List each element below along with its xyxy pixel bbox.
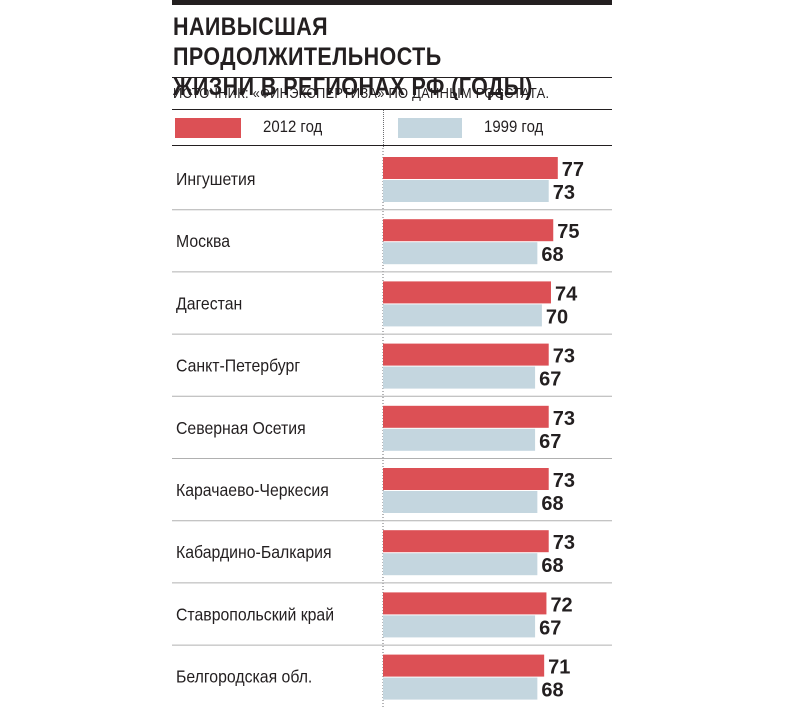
bar-2012 [383,281,551,304]
legend-label-1999: 1999 год [484,117,544,136]
value-label-2012: 73 [553,470,575,492]
value-label-1999: 68 [541,493,563,515]
value-label-1999: 73 [553,182,575,204]
value-label-2012: 73 [553,408,575,430]
legend-swatch-1999 [398,118,462,138]
bar-2012 [383,592,547,615]
bar-1999 [383,242,538,265]
value-label-1999: 70 [546,306,568,328]
value-label-1999: 68 [541,555,563,577]
region-label: Северная Осетия [176,418,306,438]
region-label: Ставропольский край [176,604,334,624]
value-label-2012: 74 [555,283,578,305]
title-line-1: НАИВЫСШАЯ ПРОДОЛЖИТЕЛЬНОСТЬ [173,13,442,71]
region-label: Кабардино-Балкария [176,542,332,562]
legend-label-2012: 2012 год [263,117,323,136]
region-label: Санкт-Петербург [176,356,300,376]
title-divider [172,77,612,78]
bar-1999 [383,615,536,638]
bar-1999 [383,491,538,513]
region-label: Карачаево-Черкесия [176,480,329,500]
value-label-1999: 67 [539,431,561,453]
bar-2012 [383,157,558,179]
bar-2012 [383,343,549,366]
value-label-1999: 68 [541,680,563,702]
bar-1999 [383,304,542,327]
region-label: Ингушетия [176,169,255,189]
legend-divider [172,145,612,146]
bar-2012 [383,405,549,428]
bar-1999 [383,428,536,451]
value-label-2012: 73 [553,532,575,554]
bar-1999 [383,553,538,576]
region-label: Дагестан [176,293,242,313]
legend-swatch-2012 [175,118,241,138]
bar-1999 [383,677,538,700]
legend-separator [383,110,384,147]
value-label-1999: 67 [539,369,561,391]
value-label-2012: 72 [550,594,572,616]
region-label: Москва [176,231,231,251]
value-label-1999: 68 [541,244,563,266]
value-label-2012: 75 [557,221,579,243]
value-label-1999: 67 [539,617,561,639]
bar-2012 [383,654,545,677]
bar-2012 [383,468,549,490]
bar-2012 [383,530,549,553]
value-label-2012: 71 [548,657,570,679]
bar-1999 [383,180,549,202]
top-bar [172,0,612,5]
source-divider [172,109,612,110]
source-note: ИСТОЧНИК: «ФИНЭКСПЕРТИЗА» ПО ДАННЫМ РОСС… [173,85,550,102]
bar-1999 [383,366,536,389]
region-label: Белгородская обл. [176,667,312,687]
value-label-2012: 73 [553,346,575,368]
bar-2012 [383,219,554,242]
value-label-2012: 77 [562,159,584,181]
